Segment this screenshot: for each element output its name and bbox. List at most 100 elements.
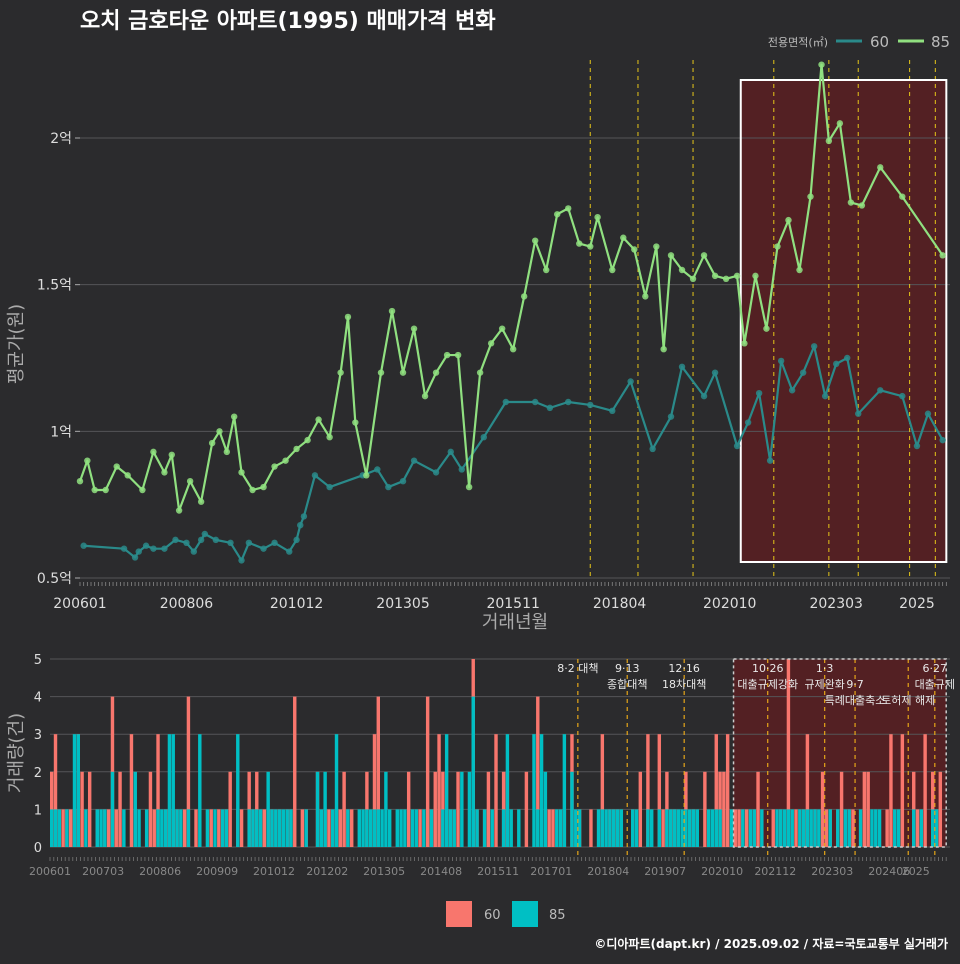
data-point-85 <box>818 61 825 68</box>
data-point-60 <box>587 401 594 409</box>
bar-85 <box>137 809 141 847</box>
bar-85 <box>175 809 179 847</box>
x-tick-label: 202010 <box>703 596 756 612</box>
bar-85 <box>448 809 453 847</box>
bar-85 <box>536 809 540 847</box>
bar-85 <box>387 809 392 847</box>
bar-85 <box>631 809 635 847</box>
bar-60 <box>53 734 58 847</box>
data-point-60 <box>212 536 220 544</box>
bar-85 <box>72 734 77 847</box>
policy-annotation: 종합대책 <box>607 678 647 691</box>
bar-x-tick-label: 201202 <box>306 865 348 878</box>
bar-60 <box>209 809 213 847</box>
bar-60 <box>657 734 662 847</box>
bar-85 <box>615 809 620 847</box>
data-point-60 <box>190 548 197 555</box>
bar-85 <box>122 809 126 847</box>
data-point-85 <box>653 243 660 250</box>
bar-85 <box>103 809 107 847</box>
bar-85 <box>870 809 874 847</box>
highlight-region <box>740 80 947 562</box>
data-point-85 <box>509 346 517 353</box>
bar-60 <box>182 809 187 847</box>
bar-60 <box>862 771 867 847</box>
data-point-60 <box>700 392 708 400</box>
data-point-85 <box>774 243 781 250</box>
data-point-85 <box>576 240 583 247</box>
bar-85 <box>255 809 259 847</box>
policy-annotation: 6·27 <box>923 662 948 675</box>
policy-annotation: 토허제 해제 <box>881 693 935 707</box>
bar-y-tick-label: 1 <box>34 803 42 818</box>
bar-60 <box>725 734 730 847</box>
bar-85 <box>285 809 289 847</box>
data-point-85 <box>102 486 109 494</box>
bar-85 <box>274 809 278 847</box>
data-point-60 <box>711 369 719 376</box>
data-point-85 <box>660 346 667 353</box>
bar-85 <box>532 734 536 847</box>
data-point-60 <box>788 387 796 394</box>
bar-60 <box>456 771 460 847</box>
policy-annotation: 9·7 <box>846 678 864 691</box>
bar-60 <box>756 771 760 847</box>
bar-60 <box>300 809 305 847</box>
bar-85 <box>896 809 901 847</box>
data-point-60 <box>260 545 267 552</box>
bar-85 <box>741 809 745 847</box>
data-point-85 <box>363 472 370 479</box>
data-point-85 <box>388 307 396 315</box>
bar-85 <box>634 809 639 847</box>
bar-85 <box>224 809 229 847</box>
bar-85 <box>596 809 601 847</box>
policy-annotation: 대출규제강화 <box>737 678 798 691</box>
bar-85 <box>874 809 878 847</box>
bar-60 <box>293 696 297 847</box>
data-point-60 <box>899 392 906 400</box>
bar-60 <box>262 809 267 847</box>
bar-85 <box>729 809 734 847</box>
data-point-60 <box>755 390 763 397</box>
bar-x-tick-label: 201408 <box>420 865 462 878</box>
data-point-60 <box>609 407 616 414</box>
bar-85 <box>133 771 137 847</box>
data-point-60 <box>810 343 818 350</box>
bar-85 <box>912 809 916 847</box>
bar-85 <box>213 809 217 847</box>
bar-85 <box>403 809 407 847</box>
x-tick-label: 201511 <box>486 596 539 612</box>
bar-85 <box>95 809 99 847</box>
y-axis-title: 평균가(원) <box>6 304 27 384</box>
data-point-60 <box>183 539 190 546</box>
bar-85 <box>931 809 935 847</box>
data-point-85 <box>722 275 730 282</box>
volume-chart-panel: 0 1 2 3 4 5 8·2 대책 9·13 종합대책 12·16 18차대책 10·26 대출규제강… <box>6 653 955 927</box>
data-point-85 <box>678 266 686 274</box>
bar-85 <box>706 809 711 847</box>
bar-x-tick-label: 200601 <box>29 865 71 878</box>
data-point-60 <box>297 522 304 529</box>
data-point-85 <box>113 463 120 470</box>
data-point-60 <box>480 434 487 441</box>
data-point-60 <box>531 398 539 406</box>
bar-85 <box>289 809 293 847</box>
bar-85 <box>555 809 559 847</box>
bar-85 <box>604 809 608 847</box>
data-point-85 <box>124 472 131 479</box>
bar-60 <box>733 809 737 847</box>
bar-85 <box>687 809 692 847</box>
bar-x-tick-label: 200909 <box>196 865 238 878</box>
bar-60 <box>418 809 422 847</box>
bar-85 <box>798 809 802 847</box>
bar-x-tick-label: 201305 <box>363 865 405 878</box>
bar-60 <box>68 809 73 847</box>
bar-60 <box>889 734 893 847</box>
bar-85 <box>410 809 415 847</box>
bar-85 <box>752 809 756 847</box>
bar-85 <box>562 734 567 847</box>
bar-60 <box>938 771 943 847</box>
bar-60 <box>194 809 198 847</box>
bar-60 <box>228 771 232 847</box>
bar-60 <box>771 809 775 847</box>
